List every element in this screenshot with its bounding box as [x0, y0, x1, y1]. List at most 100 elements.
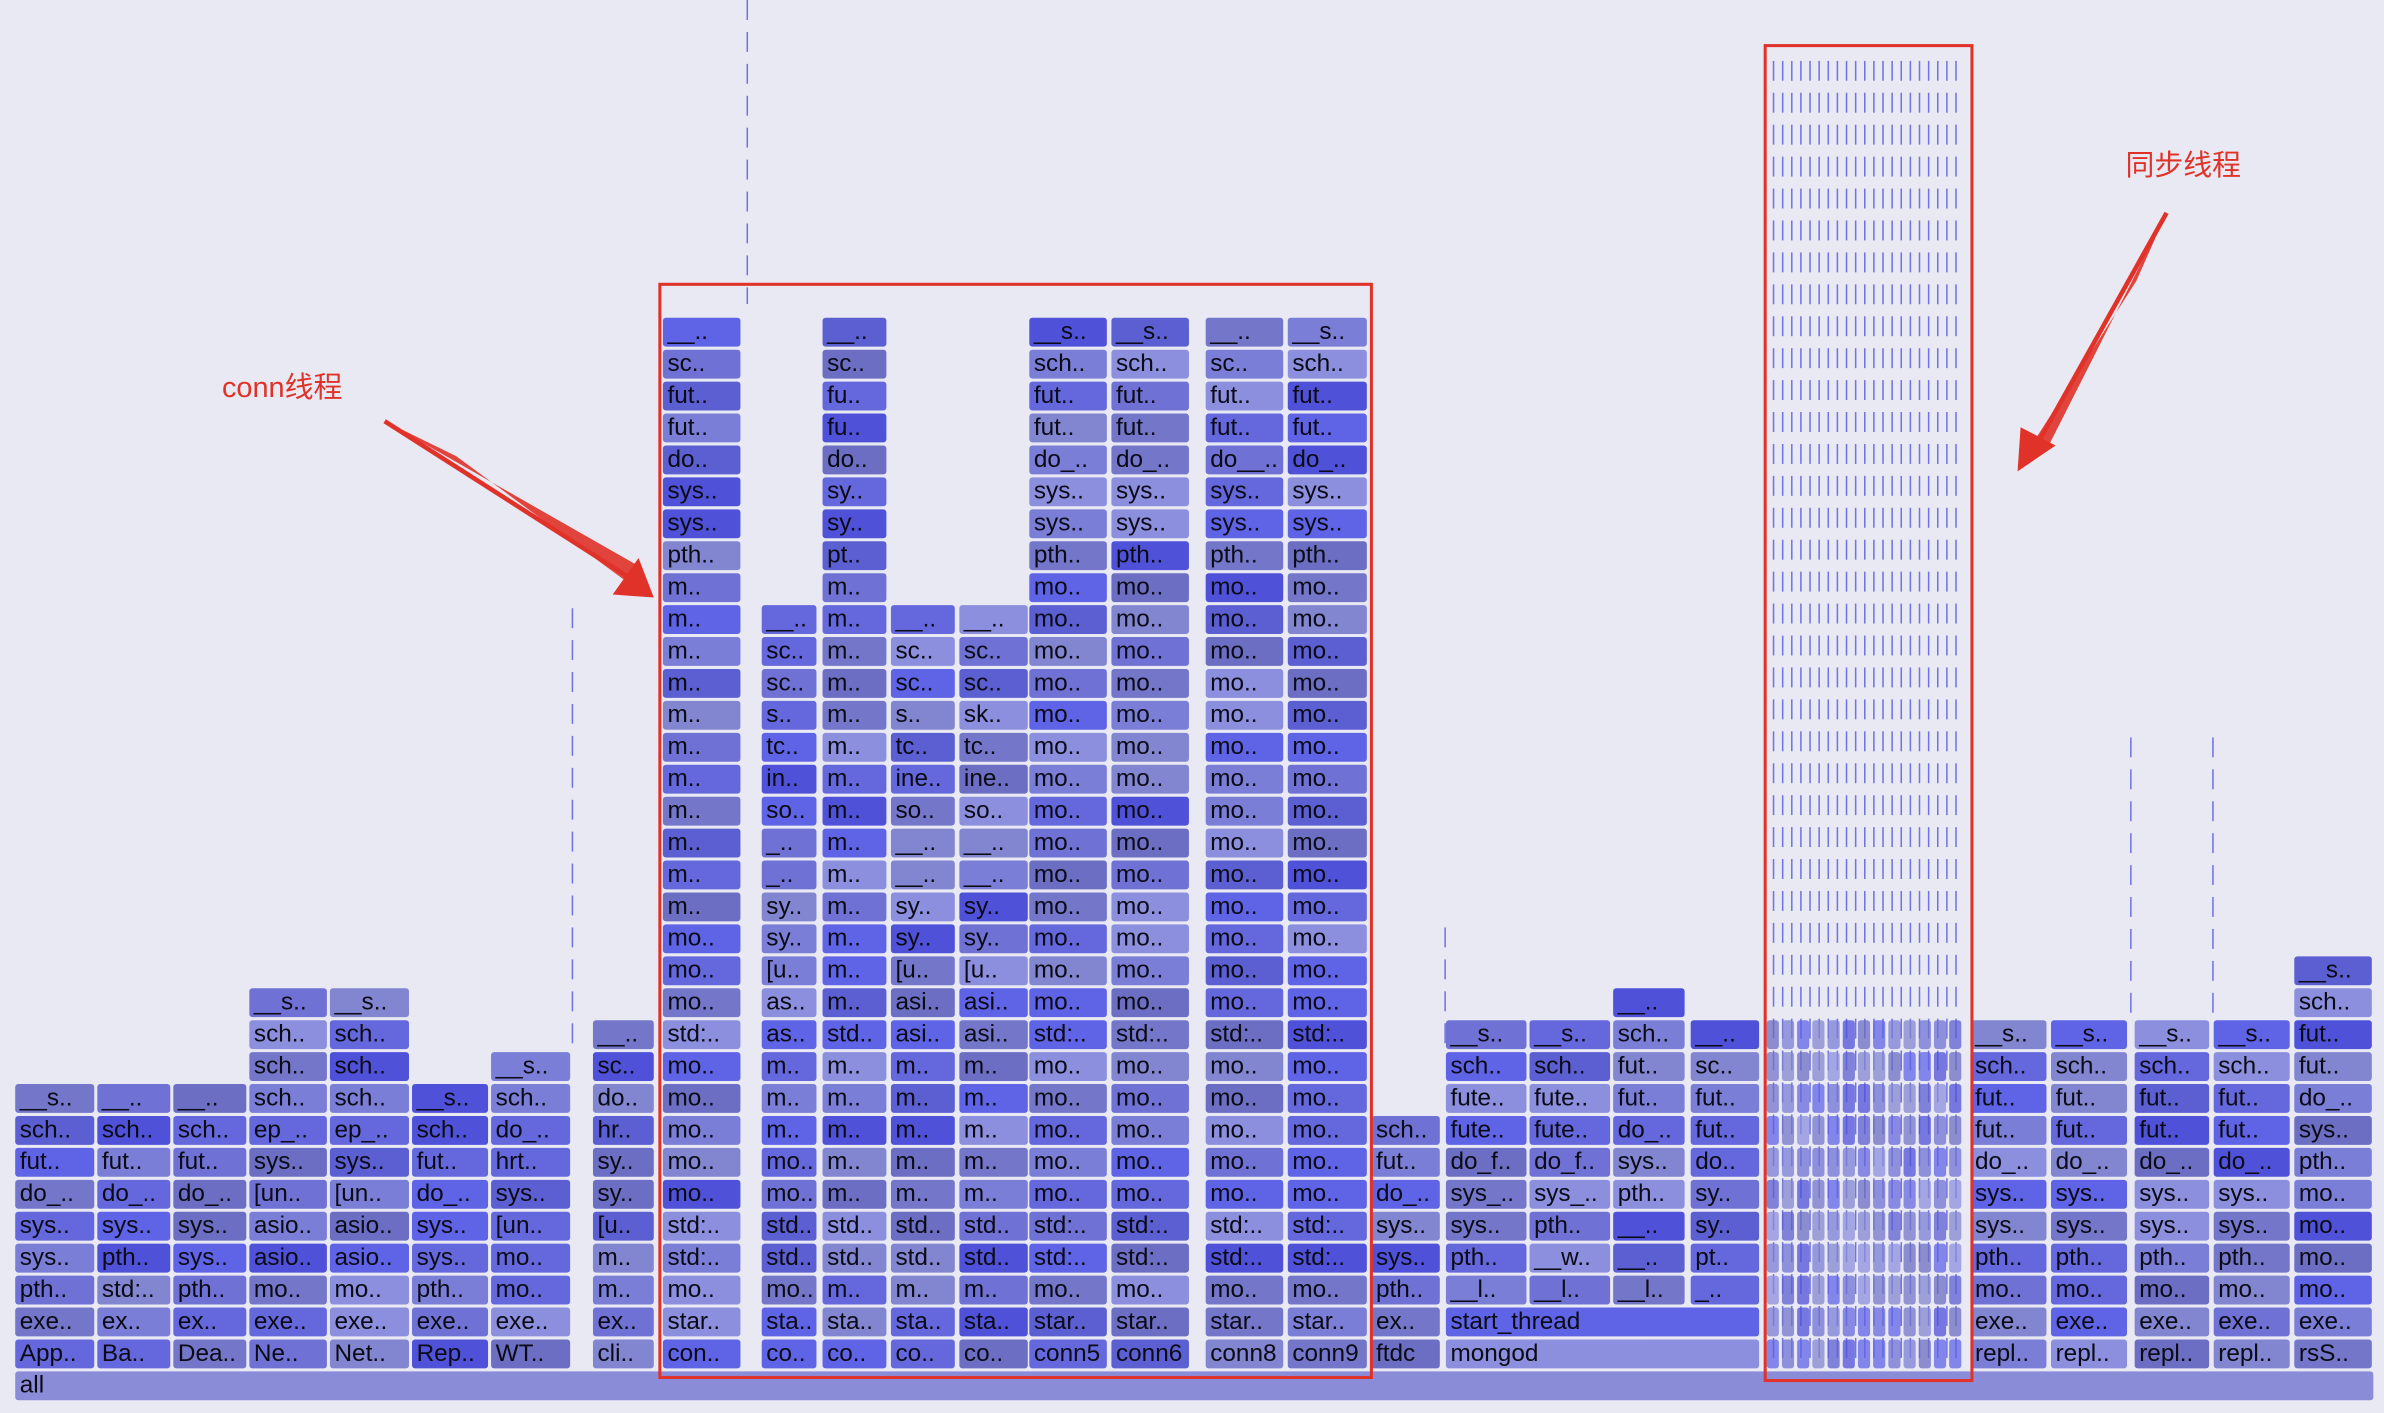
thin-frame[interactable]	[1918, 60, 1921, 1369]
frame-col2-level4[interactable]: sys..	[173, 1211, 247, 1241]
frame-col10-level23[interactable]: m..	[822, 605, 887, 635]
frame-col16-level3[interactable]: std:..	[1287, 1243, 1367, 1273]
frame-col12-level23[interactable]: __..	[959, 605, 1028, 635]
frame-col6-level4[interactable]: [un..	[491, 1211, 571, 1241]
frame-col15-level1[interactable]: star..	[1205, 1307, 1284, 1337]
frame-col14-level12[interactable]: mo..	[1111, 956, 1189, 986]
thin-frame-block[interactable]	[1842, 1211, 1855, 1241]
frame-col10-level16[interactable]: m..	[822, 828, 887, 858]
thin-frame-block[interactable]	[1873, 1339, 1886, 1369]
frame-col3-level9[interactable]: sch..	[249, 1052, 327, 1082]
thin-frame-block[interactable]	[1933, 1084, 1947, 1113]
thin-frame[interactable]	[1809, 60, 1811, 1369]
frame-col9-level9[interactable]: m..	[761, 1052, 817, 1082]
thin-frame-block[interactable]	[1918, 1115, 1931, 1145]
frame-col9-level6[interactable]: mo..	[761, 1147, 817, 1177]
frame-col4-level10[interactable]: sch..	[329, 1020, 409, 1050]
frame-col6-level1[interactable]: exe..	[491, 1307, 571, 1337]
frame-col7-level9[interactable]: sc..	[592, 1052, 654, 1082]
frame-col24-level9[interactable]: sch..	[2134, 1052, 2210, 1082]
frame-col10-level30[interactable]: fu..	[822, 381, 887, 411]
frame-col10-level2[interactable]: m..	[822, 1275, 887, 1305]
frame-col0-level2[interactable]: pth..	[15, 1275, 95, 1305]
frame-col12-level14[interactable]: sy..	[959, 892, 1028, 922]
frame-col10-level9[interactable]: m..	[822, 1052, 887, 1082]
thin-frame-block[interactable]	[1812, 1307, 1825, 1337]
frame-col20-level10[interactable]: sch..	[1613, 1020, 1685, 1050]
thin-frame-block[interactable]	[1918, 1179, 1931, 1209]
frame-col26-level12[interactable]: __s..	[2294, 956, 2372, 986]
frame-col16-level5[interactable]: mo..	[1287, 1179, 1367, 1209]
frame-col9-level1[interactable]: sta..	[761, 1307, 817, 1337]
frame-col10-level28[interactable]: do..	[822, 445, 887, 475]
frame-col11-level22[interactable]: sc..	[890, 637, 955, 666]
thin-frame-block[interactable]	[1857, 1275, 1871, 1305]
frame-col15-level23[interactable]: mo..	[1205, 605, 1284, 635]
thin-frame-block[interactable]	[1888, 1147, 1901, 1177]
frame-col20-level3[interactable]: __..	[1613, 1243, 1685, 1273]
frame-col6-level5[interactable]: sys..	[491, 1179, 571, 1209]
frame-col9-level17[interactable]: so..	[761, 796, 817, 826]
frame-col15-level9[interactable]: mo..	[1205, 1052, 1284, 1082]
frame-col4-level6[interactable]: sys..	[329, 1147, 409, 1177]
frame-col25-level6[interactable]: do_..	[2213, 1147, 2290, 1177]
frame-col8-level13[interactable]: mo..	[662, 924, 741, 954]
frame-col14-level14[interactable]: mo..	[1111, 892, 1189, 922]
frame-col8-level14[interactable]: m..	[662, 892, 741, 922]
thin-frame-block[interactable]	[1918, 1211, 1931, 1241]
thin-frame[interactable]	[746, 0, 749, 305]
frame-col26-level2[interactable]: mo..	[2294, 1275, 2372, 1305]
frame-col17-level0[interactable]: ftdc	[1371, 1339, 1440, 1369]
frame-col26-level3[interactable]: mo..	[2294, 1243, 2372, 1273]
frame-col8-level4[interactable]: std:..	[662, 1211, 741, 1241]
frame-col23-level6[interactable]: do_..	[2051, 1147, 2128, 1177]
thin-frame-block[interactable]	[1797, 1084, 1810, 1113]
frame-col0-level4[interactable]: sys..	[15, 1211, 95, 1241]
frame-col5-level7[interactable]: sch..	[412, 1115, 489, 1145]
frame-col19-level8[interactable]: fute..	[1529, 1084, 1611, 1113]
thin-frame-block[interactable]	[1873, 1147, 1886, 1177]
thin-frame-block[interactable]	[1873, 1243, 1886, 1273]
frame-col7-level6[interactable]: sy..	[592, 1147, 654, 1177]
frame-col15-level22[interactable]: mo..	[1205, 637, 1284, 666]
frame-col14-level1[interactable]: star..	[1111, 1307, 1189, 1337]
thin-frame[interactable]	[1827, 60, 1830, 1369]
frame-col11-level11[interactable]: asi..	[890, 988, 955, 1018]
frame-col19-level6[interactable]: do_f..	[1529, 1147, 1611, 1177]
thin-frame-block[interactable]	[1933, 1243, 1947, 1273]
thin-frame-block[interactable]	[1918, 1084, 1931, 1113]
thin-frame-block[interactable]	[1812, 1275, 1825, 1305]
frame-col15-level25[interactable]: pth..	[1205, 541, 1284, 571]
frame-col11-level9[interactable]: m..	[890, 1052, 955, 1082]
thin-frame[interactable]	[1909, 60, 1912, 1369]
frame-col11-level20[interactable]: s..	[890, 700, 955, 730]
thin-frame-block[interactable]	[1766, 1179, 1779, 1209]
thin-frame[interactable]	[1854, 60, 1857, 1369]
frame-col12-level10[interactable]: asi..	[959, 1020, 1028, 1050]
frame-col16-level8[interactable]: mo..	[1287, 1084, 1367, 1113]
frame-col12-level7[interactable]: m..	[959, 1115, 1028, 1145]
frame-col18-level9[interactable]: sch..	[1445, 1052, 1527, 1082]
frame-col1-level5[interactable]: do_..	[97, 1179, 171, 1209]
frame-col26-level11[interactable]: sch..	[2294, 988, 2372, 1018]
frame-col24-level4[interactable]: sys..	[2134, 1211, 2210, 1241]
frame-col7-level5[interactable]: sy..	[592, 1179, 654, 1209]
frame-col20-level11[interactable]: __..	[1613, 988, 1685, 1018]
frame-col18-level3[interactable]: pth..	[1445, 1243, 1527, 1273]
frame-col1-level2[interactable]: std:..	[97, 1275, 171, 1305]
frame-col5-level3[interactable]: sys..	[412, 1243, 489, 1273]
thin-frame-block[interactable]	[1949, 1275, 1962, 1305]
thin-frame[interactable]	[1927, 60, 1930, 1369]
frame-col26-level0[interactable]: rsS..	[2294, 1339, 2372, 1369]
thin-frame-block[interactable]	[1827, 1052, 1840, 1082]
thin-frame-block[interactable]	[1857, 1020, 1871, 1050]
frame-col9-level18[interactable]: in..	[761, 764, 817, 794]
thin-frame[interactable]	[1818, 60, 1820, 1369]
thin-frame[interactable]	[1864, 60, 1866, 1369]
frame-col1-level0[interactable]: Ba..	[97, 1339, 171, 1369]
frame-col14-level31[interactable]: sch..	[1111, 349, 1189, 379]
frame-col15-level0[interactable]: conn8	[1205, 1339, 1284, 1369]
frame-col13-level21[interactable]: mo..	[1029, 668, 1107, 698]
frame-col16-level24[interactable]: mo..	[1287, 573, 1367, 603]
frame-col7-level1[interactable]: ex..	[592, 1307, 654, 1337]
